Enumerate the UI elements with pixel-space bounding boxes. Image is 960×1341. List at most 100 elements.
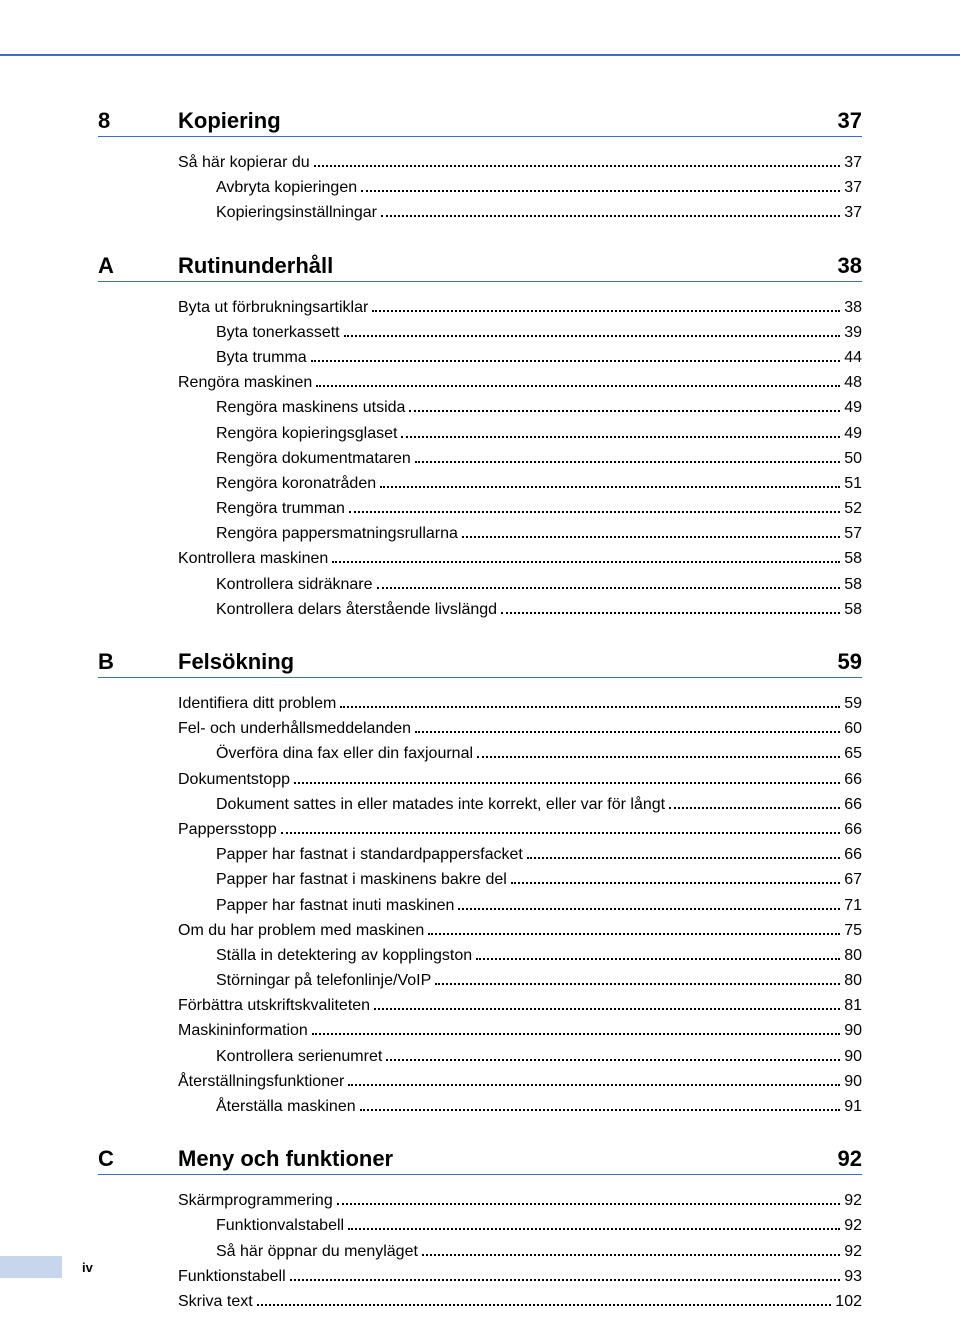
entry-leader-dots bbox=[294, 782, 840, 784]
entry-text: Kontrollera delars återstående livslängd bbox=[216, 598, 497, 621]
toc-entry[interactable]: Skärmprogrammering92 bbox=[178, 1189, 862, 1212]
entry-page: 60 bbox=[844, 717, 862, 740]
toc-entry[interactable]: Om du har problem med maskinen75 bbox=[178, 919, 862, 942]
toc-entry[interactable]: Pappersstopp66 bbox=[178, 818, 862, 841]
toc-entry[interactable]: Ställa in detektering av kopplingston80 bbox=[178, 944, 862, 967]
entry-text: Dokumentstopp bbox=[178, 768, 290, 791]
entry-page: 92 bbox=[844, 1240, 862, 1263]
toc-entry[interactable]: Maskininformation 90 bbox=[178, 1019, 862, 1042]
entry-leader-dots bbox=[380, 486, 840, 488]
entry-leader-dots bbox=[422, 1254, 840, 1256]
entry-page: 65 bbox=[844, 742, 862, 765]
toc-entry[interactable]: Papper har fastnat inuti maskinen71 bbox=[178, 894, 862, 917]
entry-leader-dots bbox=[332, 561, 840, 563]
entry-text: Skriva text bbox=[178, 1290, 253, 1313]
toc-entry[interactable]: Kontrollera delars återstående livslängd… bbox=[178, 598, 862, 621]
section-entries: Så här kopierar du 37Avbryta kopieringen3… bbox=[98, 151, 862, 225]
entry-page: 49 bbox=[844, 422, 862, 445]
entry-page: 38 bbox=[844, 296, 862, 319]
entry-leader-dots bbox=[462, 536, 840, 538]
entry-text: Så här kopierar du bbox=[178, 151, 310, 174]
toc-entry[interactable]: Byta tonerkassett39 bbox=[178, 321, 862, 344]
entry-text: Kontrollera serienumret bbox=[216, 1045, 382, 1068]
entry-page: 58 bbox=[844, 547, 862, 570]
entry-page: 80 bbox=[844, 969, 862, 992]
toc-entry[interactable]: Rengöra dokumentmataren50 bbox=[178, 447, 862, 470]
toc-entry[interactable]: Avbryta kopieringen37 bbox=[178, 176, 862, 199]
entry-text: Rengöra trumman bbox=[216, 497, 345, 520]
entry-leader-dots bbox=[316, 385, 840, 387]
entry-text: Fel- och underhållsmeddelanden bbox=[178, 717, 411, 740]
entry-leader-dots bbox=[311, 360, 841, 362]
toc-entry[interactable]: Kontrollera maskinen58 bbox=[178, 547, 862, 570]
entry-text: Rengöra dokumentmataren bbox=[216, 447, 411, 470]
entry-leader-dots bbox=[476, 958, 840, 960]
toc-entry[interactable]: Störningar på telefonlinje/VoIP80 bbox=[178, 969, 862, 992]
entry-page: 91 bbox=[844, 1095, 862, 1118]
toc-entry[interactable]: Dokumentstopp66 bbox=[178, 768, 862, 791]
entry-leader-dots bbox=[372, 310, 840, 312]
entry-text: Maskininformation bbox=[178, 1019, 308, 1042]
toc-entry[interactable]: Återställa maskinen91 bbox=[178, 1095, 862, 1118]
toc-entry[interactable]: Rengöra maskinens utsida49 bbox=[178, 396, 862, 419]
toc-entry[interactable]: Skriva text 102 bbox=[178, 1290, 862, 1313]
entry-page: 37 bbox=[844, 151, 862, 174]
toc-entry[interactable]: Rengöra maskinen48 bbox=[178, 371, 862, 394]
toc-entry[interactable]: Dokument sattes in eller matades inte ko… bbox=[178, 793, 862, 816]
section-header[interactable]: CMeny och funktioner92 bbox=[98, 1146, 862, 1175]
toc-entry[interactable]: Rengöra kopieringsglaset49 bbox=[178, 422, 862, 445]
entry-text: Rengöra pappersmatningsrullarna bbox=[216, 522, 458, 545]
entry-page: 92 bbox=[844, 1189, 862, 1212]
section-title: Rutinunderhåll bbox=[178, 253, 838, 279]
section-label: A bbox=[98, 253, 178, 279]
top-horizontal-rule bbox=[0, 54, 960, 56]
entry-page: 90 bbox=[844, 1070, 862, 1093]
toc-entry[interactable]: Funktionstabell93 bbox=[178, 1265, 862, 1288]
toc-entry[interactable]: Återställningsfunktioner90 bbox=[178, 1070, 862, 1093]
toc-entry[interactable]: Funktionvalstabell92 bbox=[178, 1214, 862, 1237]
entry-page: 90 bbox=[844, 1045, 862, 1068]
toc-entry[interactable]: Byta trumma44 bbox=[178, 346, 862, 369]
toc-entry[interactable]: Rengöra koronatråden51 bbox=[178, 472, 862, 495]
entry-leader-dots bbox=[377, 587, 841, 589]
entry-leader-dots bbox=[669, 807, 840, 809]
toc-entry[interactable]: Kontrollera serienumret 90 bbox=[178, 1045, 862, 1068]
toc-section: BFelsökning59Identifiera ditt problem59F… bbox=[98, 649, 862, 1118]
entry-text: Byta trumma bbox=[216, 346, 307, 369]
entry-leader-dots bbox=[290, 1279, 841, 1281]
entry-text: Kopieringsinställningar bbox=[216, 201, 377, 224]
entry-page: 102 bbox=[835, 1290, 862, 1313]
entry-text: Rengöra maskinens utsida bbox=[216, 396, 405, 419]
entry-leader-dots bbox=[314, 165, 841, 167]
toc-entry[interactable]: Rengöra trumman52 bbox=[178, 497, 862, 520]
entry-text: Funktionstabell bbox=[178, 1265, 286, 1288]
toc-entry[interactable]: Kontrollera sidräknare58 bbox=[178, 573, 862, 596]
entry-text: Identifiera ditt problem bbox=[178, 692, 336, 715]
entry-leader-dots bbox=[360, 1109, 841, 1111]
section-header[interactable]: BFelsökning59 bbox=[98, 649, 862, 678]
entry-page: 90 bbox=[844, 1019, 862, 1042]
toc-entry[interactable]: Byta ut förbrukningsartiklar38 bbox=[178, 296, 862, 319]
toc-entry[interactable]: Papper har fastnat i standardpappersfack… bbox=[178, 843, 862, 866]
section-page: 38 bbox=[838, 253, 862, 279]
section-title: Meny och funktioner bbox=[178, 1146, 838, 1172]
entry-leader-dots bbox=[257, 1304, 832, 1306]
toc-entry[interactable]: Papper har fastnat i maskinens bakre del… bbox=[178, 868, 862, 891]
page-number: iv bbox=[82, 1260, 93, 1275]
section-header[interactable]: ARutinunderhåll38 bbox=[98, 253, 862, 282]
entry-leader-dots bbox=[401, 436, 840, 438]
entry-leader-dots bbox=[511, 882, 840, 884]
toc-entry[interactable]: Överföra dina fax eller din faxjournal65 bbox=[178, 742, 862, 765]
toc-entry[interactable]: Så här kopierar du 37 bbox=[178, 151, 862, 174]
toc-entry[interactable]: Så här öppnar du menyläget92 bbox=[178, 1240, 862, 1263]
toc-entry[interactable]: Fel- och underhållsmeddelanden 60 bbox=[178, 717, 862, 740]
toc-entry[interactable]: Kopieringsinställningar37 bbox=[178, 201, 862, 224]
toc-entry[interactable]: Identifiera ditt problem59 bbox=[178, 692, 862, 715]
toc-entry[interactable]: Rengöra pappersmatningsrullarna57 bbox=[178, 522, 862, 545]
footer-color-tab bbox=[0, 1256, 62, 1278]
entry-page: 48 bbox=[844, 371, 862, 394]
section-header[interactable]: 8Kopiering37 bbox=[98, 108, 862, 137]
toc-entry[interactable]: Förbättra utskriftskvaliteten81 bbox=[178, 994, 862, 1017]
entry-text: Papper har fastnat i standardpappersfack… bbox=[216, 843, 523, 866]
entry-leader-dots bbox=[340, 706, 840, 708]
